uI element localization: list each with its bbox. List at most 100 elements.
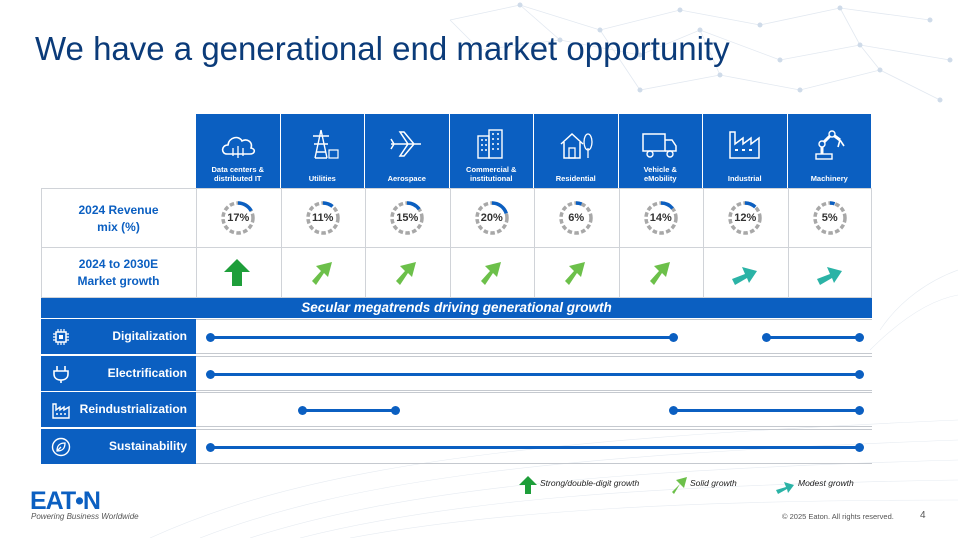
column-line: [871, 188, 872, 298]
revenue-mix-row-label: 2024 Revenue mix (%): [78, 203, 159, 234]
revenue-mix-value: 6%: [568, 212, 585, 224]
coverage-endpoint: [298, 406, 308, 415]
coverage-endpoint: [854, 442, 864, 452]
revenue-mix-value: 11%: [312, 212, 334, 224]
revenue-mix-donut: 17%: [218, 198, 258, 238]
revenue-mix-donut: 15%: [387, 198, 427, 238]
market-header-airplane: Aerospace: [365, 114, 450, 188]
megatrend-timeline-row: [196, 392, 872, 427]
market-label: Utilities: [308, 174, 336, 183]
coverage-line: [210, 336, 674, 339]
column-line: [196, 188, 197, 298]
revenue-mix-value: 5%: [821, 212, 838, 224]
solid-growth-arrow-icon: [649, 262, 670, 285]
revenue-mix-donut: 11%: [303, 198, 343, 238]
revenue-mix-donut: 20%: [472, 198, 512, 238]
column-line: [280, 188, 282, 298]
market-header-factory: Industrial: [703, 114, 788, 188]
truck-icon: [619, 126, 703, 162]
megatrend-name: Sustainability: [108, 438, 187, 453]
revenue-mix-value: 17%: [227, 212, 250, 224]
revenue-mix-value: 20%: [480, 212, 503, 224]
coverage-endpoint: [761, 333, 771, 342]
logo-wordmark: EAT•N: [30, 487, 101, 515]
megatrend-name: Digitalization: [112, 329, 187, 343]
column-line: [618, 188, 620, 298]
coverage-endpoint: [854, 333, 864, 342]
megatrend-electrification: Electrification: [41, 355, 196, 391]
revenue-mix-donut: 5%: [810, 198, 850, 238]
market-header-cloud: Data centers & distributed IT: [196, 114, 281, 188]
coverage-line: [210, 372, 859, 376]
market-label: Commercial & institutional: [466, 165, 517, 183]
market-label: Residential: [555, 174, 596, 183]
solid-growth-arrow-icon: [480, 262, 501, 285]
market-label: Machinery: [810, 174, 848, 183]
megatrend-timeline-row: [196, 319, 872, 354]
column-line: [449, 188, 451, 298]
solid-growth-arrow-icon: [396, 262, 417, 285]
page-number: 4: [920, 510, 926, 521]
strong-growth-arrow-icon: [224, 259, 251, 286]
factory-icon: [51, 400, 71, 420]
eaton-logo: EAT•N: [30, 487, 101, 516]
table-border-bottom: [41, 297, 872, 298]
table-border-top: [41, 188, 872, 189]
coverage-endpoint: [205, 369, 215, 379]
market-growth-row-label: 2024 to 2030E Market growth: [77, 257, 160, 288]
market-header-power-tower: Utilities: [280, 114, 365, 188]
leaf-icon: [51, 437, 71, 457]
airplane-icon: [365, 126, 449, 162]
megatrends-banner: Secular megatrends driving generational …: [41, 298, 872, 318]
modest-growth-legend-icon: [776, 482, 794, 494]
copyright-notice: © 2025 Eaton. All rights reserved.: [782, 512, 894, 521]
solid-growth-arrow-icon: [311, 262, 332, 285]
market-header-robot-arm: Machinery: [787, 114, 872, 188]
column-line: [365, 188, 366, 298]
market-header-house: Residential: [534, 114, 619, 188]
solid-growth-legend-icon: [672, 477, 687, 494]
revenue-mix-value: 15%: [396, 212, 419, 224]
chip-icon: [51, 327, 71, 347]
coverage-endpoint: [854, 369, 864, 379]
strong-growth-legend-icon: [519, 476, 537, 494]
revenue-mix-value: 14%: [649, 212, 672, 224]
legend-modest-label: Modest growth: [798, 478, 854, 488]
house-icon: [534, 126, 618, 162]
coverage-endpoint: [205, 442, 215, 452]
market-label: Industrial: [727, 174, 762, 183]
factory-icon: [703, 126, 787, 162]
market-label: Aerospace: [387, 174, 426, 183]
modest-growth-arrow-icon: [732, 267, 758, 285]
slide-title: We have a generational end market opport…: [35, 30, 730, 67]
revenue-mix-donut: 6%: [556, 198, 596, 238]
megatrend-timeline-row: [196, 355, 872, 391]
column-line: [703, 188, 704, 298]
column-line: [534, 188, 535, 298]
megatrend-reindustrialization: Reindustrialization: [41, 392, 196, 427]
power-tower-icon: [281, 126, 365, 162]
revenue-mix-donut: 14%: [641, 198, 681, 238]
legend-strong-label: Strong/double-digit growth: [540, 478, 640, 488]
cloud-icon: [196, 126, 280, 162]
market-header-buildings: Commercial & institutional: [449, 114, 534, 188]
coverage-endpoint: [669, 406, 679, 415]
coverage-line: [673, 409, 859, 412]
solid-growth-arrow-icon: [565, 262, 586, 285]
megatrend-sustainability: Sustainability: [41, 428, 196, 464]
coverage-endpoint: [669, 333, 679, 342]
coverage-line: [302, 409, 396, 412]
revenue-mix-donut: 12%: [725, 198, 765, 238]
buildings-icon: [450, 126, 534, 162]
logo-tagline: Powering Business Worldwide: [31, 512, 139, 521]
coverage-line: [766, 336, 859, 339]
table-divider: [41, 247, 872, 248]
market-label: Vehicle & eMobility: [643, 165, 677, 183]
megatrend-name: Reindustrialization: [79, 402, 187, 416]
coverage-endpoint: [854, 406, 864, 415]
market-header-truck: Vehicle & eMobility: [618, 114, 703, 188]
megatrend-digitalization: Digitalization: [41, 319, 196, 354]
market-label: Data centers & distributed IT: [211, 165, 265, 183]
megatrend-name: Electrification: [107, 365, 187, 380]
